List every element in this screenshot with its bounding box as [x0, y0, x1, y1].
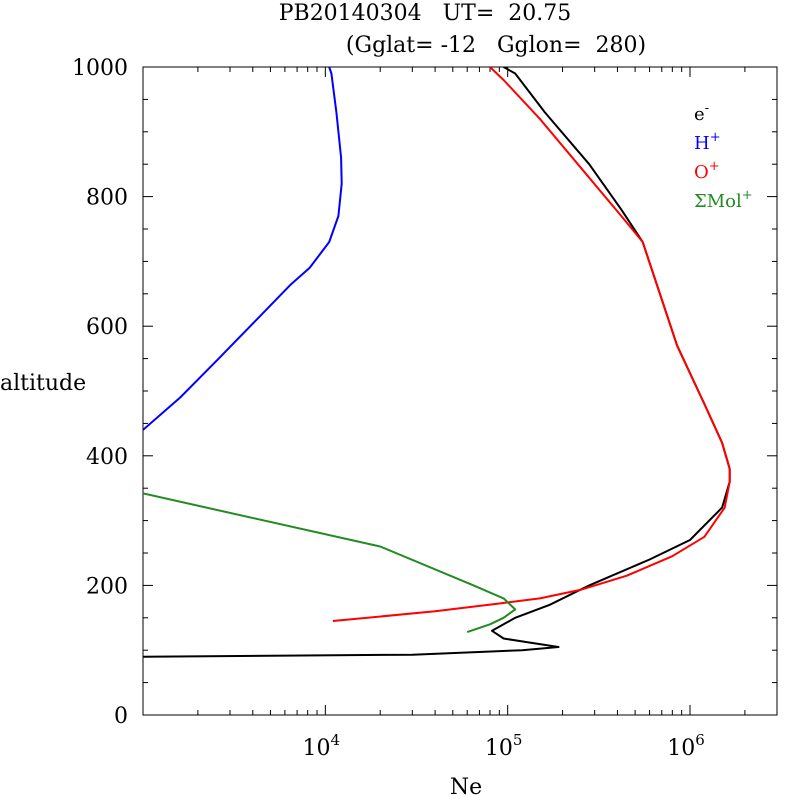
x-tick-labels: 104 105 106 — [303, 731, 705, 761]
y-tick-label: 200 — [86, 574, 128, 599]
chart-title-line1: PB20140304 UT= 20.75 — [279, 1, 572, 26]
y-tick-labels: 0 200 400 600 800 1000 — [72, 56, 128, 729]
x-tick-label: 106 — [667, 731, 705, 761]
y-tick-label: 400 — [86, 445, 128, 470]
legend-entry: ΣMol+ — [694, 188, 753, 212]
plot-frame — [142, 66, 778, 716]
series-line-O+ — [332, 67, 731, 622]
series-line-e- — [143, 67, 731, 658]
x-tick-label: 104 — [303, 731, 341, 761]
y-tick-label: 600 — [86, 315, 128, 340]
legend-entry: e- — [694, 101, 709, 125]
legend: e- H+ O+ ΣMol+ — [694, 101, 753, 212]
y-tick-label: 0 — [114, 704, 128, 729]
y-tick-label: 1000 — [72, 56, 128, 81]
y-axis-label: altitude — [0, 371, 86, 396]
legend-entry: H+ — [694, 130, 721, 154]
axis-ticks — [142, 66, 778, 716]
legend-entry: O+ — [694, 159, 720, 183]
chart-title-line2: (Gglat= -12 Gglon= 280) — [346, 33, 646, 58]
x-axis-label: Ne — [450, 775, 482, 796]
series-line-ΣMol+ — [143, 492, 517, 634]
plot-area — [143, 67, 731, 658]
y-tick-label: 800 — [86, 186, 128, 211]
series-line-H+ — [143, 67, 343, 431]
x-tick-label: 105 — [485, 731, 523, 761]
